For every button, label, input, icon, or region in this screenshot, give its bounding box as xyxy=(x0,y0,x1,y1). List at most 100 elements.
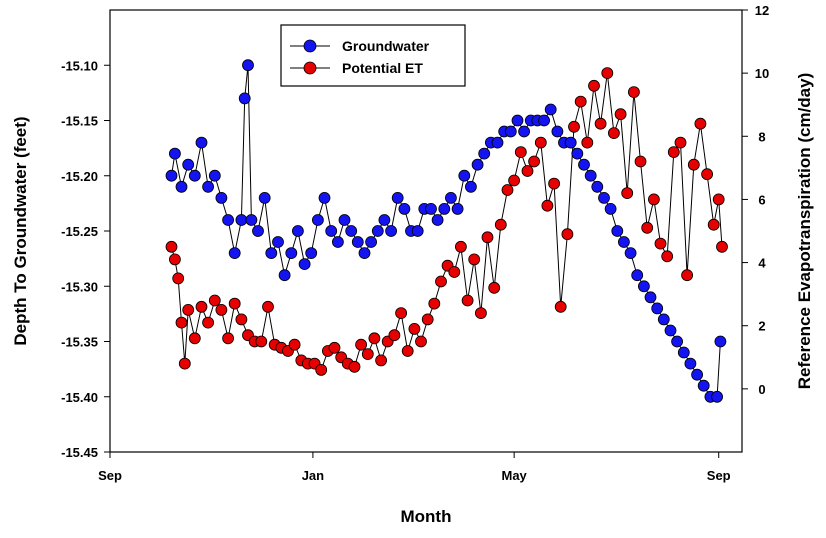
potential-et-point xyxy=(554,300,567,313)
groundwater-point xyxy=(431,214,444,226)
axes: Sep Jan May Sep -15.10 -15.15 -15.20 -15.25 -15.… xyxy=(61,3,769,483)
potential-et-point xyxy=(421,313,434,326)
groundwater-point xyxy=(235,214,248,226)
groundwater-point xyxy=(631,269,644,282)
potential-et-point xyxy=(428,297,441,310)
groundwater-point xyxy=(345,225,358,237)
groundwater-point xyxy=(425,202,437,215)
groundwater-point xyxy=(188,169,201,182)
y2-axis-title: Reference Evapotranspiration (cm/day) xyxy=(795,73,814,389)
potential-et-point xyxy=(395,307,408,320)
potential-et-point xyxy=(415,335,427,348)
potential-et-point xyxy=(368,332,381,345)
groundwater-point xyxy=(684,357,697,370)
legend: Groundwater Potential ET xyxy=(280,24,466,87)
y2-tick-label: 8 xyxy=(758,129,765,144)
potential-et-point xyxy=(361,348,374,361)
groundwater-point xyxy=(378,214,391,226)
legend-label-groundwater: Groundwater xyxy=(342,38,430,54)
groundwater-point xyxy=(604,202,617,215)
potential-et-point xyxy=(168,253,181,266)
potential-et-point xyxy=(661,250,674,263)
groundwater-point xyxy=(664,324,677,337)
potential-et-point xyxy=(328,341,341,354)
groundwater-point xyxy=(272,236,284,248)
groundwater-point xyxy=(611,225,624,237)
y2-tick-label: 2 xyxy=(758,319,765,334)
y-tick-label: -15.45 xyxy=(61,445,98,460)
potential-et-point xyxy=(707,218,720,231)
potential-et-point xyxy=(202,316,215,329)
potential-et-point xyxy=(222,332,235,345)
potential-et-point xyxy=(195,300,208,313)
potential-et-point xyxy=(534,136,547,149)
y-tick-label: -15.35 xyxy=(61,335,98,350)
groundwater-point xyxy=(228,247,241,260)
groundwater-point xyxy=(518,125,530,138)
groundwater-point xyxy=(504,125,517,138)
groundwater-point xyxy=(511,114,524,127)
potential-et-point xyxy=(182,303,195,316)
groundwater-point xyxy=(351,236,364,248)
potential-et-point xyxy=(448,266,461,278)
potential-et-point xyxy=(581,136,594,149)
potential-et-point xyxy=(508,174,520,187)
potential-et-point xyxy=(588,79,600,92)
groundwater-point xyxy=(618,236,630,248)
groundwater-point xyxy=(584,169,597,182)
potential-et-point xyxy=(667,146,680,159)
potential-et-point xyxy=(165,240,178,253)
potential-et-point xyxy=(348,360,361,373)
groundwater-point xyxy=(651,302,664,315)
series-markers xyxy=(165,59,728,403)
groundwater-point xyxy=(238,92,251,105)
groundwater-point xyxy=(671,335,683,348)
potential-et-point xyxy=(175,316,188,329)
groundwater-point xyxy=(222,214,235,226)
potential-et-point xyxy=(235,313,248,326)
potential-et-point xyxy=(574,95,587,108)
y-tick-label: -15.25 xyxy=(61,224,98,239)
potential-et-point xyxy=(501,184,514,196)
y2-tick-label: 0 xyxy=(758,382,765,397)
groundwater-point xyxy=(278,269,291,282)
groundwater-point xyxy=(195,136,208,149)
potential-et-point xyxy=(474,307,487,320)
potential-et-point xyxy=(315,363,328,376)
groundwater-point xyxy=(252,225,264,237)
x-tick-label: Jan xyxy=(302,468,324,483)
y-tick-label: -15.20 xyxy=(61,169,98,184)
groundwater-point xyxy=(438,202,451,215)
potential-et-point xyxy=(674,136,687,149)
potential-et-point xyxy=(608,127,620,140)
potential-et-point xyxy=(541,199,554,212)
groundwater-point xyxy=(175,180,188,193)
legend-label-potential-et: Potential ET xyxy=(342,60,423,76)
potential-et-point xyxy=(701,168,713,181)
potential-et-point xyxy=(401,345,414,357)
groundwater-point xyxy=(657,313,670,326)
groundwater-point xyxy=(677,346,690,359)
y2-tick-label: 12 xyxy=(755,3,769,18)
x-axis-title: Month xyxy=(401,507,452,526)
groundwater-point xyxy=(265,247,278,260)
potential-et-point xyxy=(408,322,421,335)
groundwater-point xyxy=(538,114,550,127)
potential-et-point xyxy=(641,221,654,234)
potential-et-point xyxy=(375,354,388,367)
groundwater-point xyxy=(398,202,411,215)
potential-et-point xyxy=(681,269,693,282)
potential-et-point xyxy=(288,338,301,351)
groundwater-point xyxy=(478,147,491,160)
potential-et-point xyxy=(687,158,700,171)
legend-box xyxy=(280,24,466,87)
potential-et-point xyxy=(628,86,640,98)
groundwater-point xyxy=(365,236,378,248)
y-axis-title: Depth To Groundwater (feet) xyxy=(11,116,30,345)
groundwater-point xyxy=(644,291,657,304)
potential-et-point xyxy=(172,272,185,285)
groundwater-point xyxy=(624,247,637,260)
y2-tick-label: 4 xyxy=(758,256,766,271)
